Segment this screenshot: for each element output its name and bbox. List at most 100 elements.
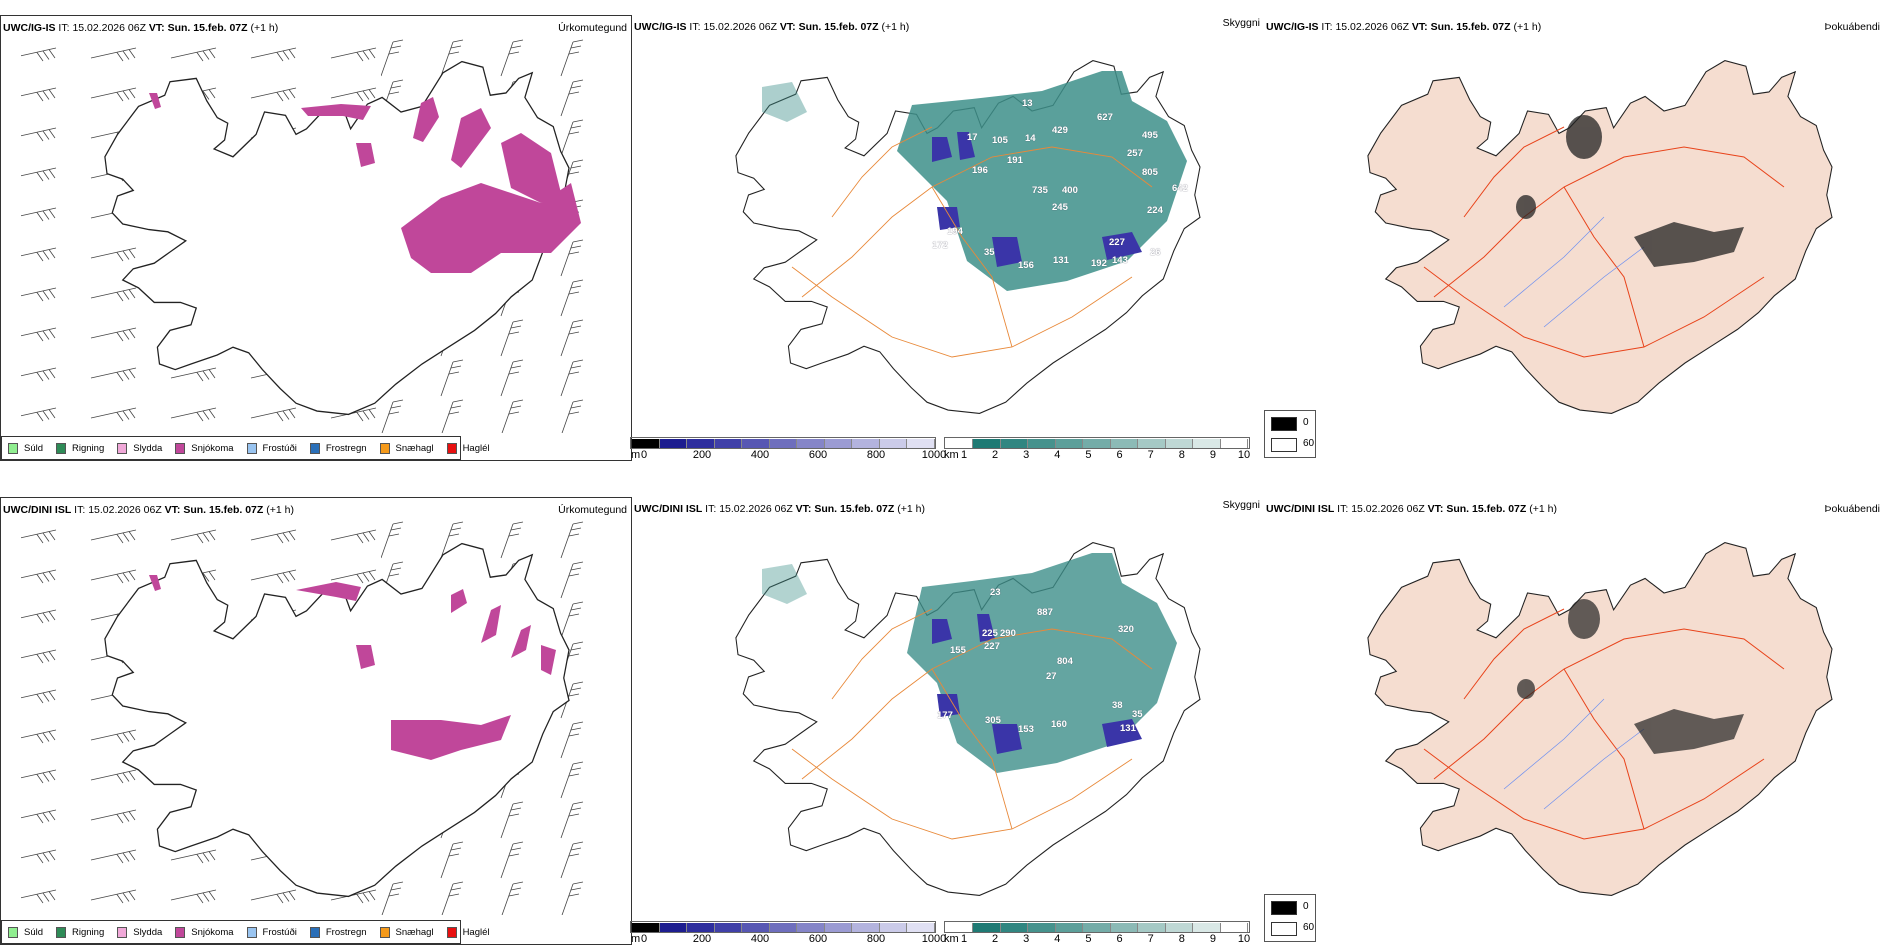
colorbar-cell: [1138, 439, 1166, 448]
m-unit: m: [631, 933, 641, 945]
colorbar-tick: 200: [692, 933, 712, 945]
m-colorbar: [632, 923, 935, 932]
vis-label: 153: [1018, 724, 1034, 735]
colorbar-tick: 3: [1023, 933, 1030, 945]
fog-map: [1367, 542, 1833, 896]
vt-label: VT:: [795, 503, 812, 515]
legend-item-snaehagl: Snæhagl: [379, 442, 434, 454]
it-value: 15.02.2026 06Z: [1351, 503, 1425, 515]
rivers: [1503, 698, 1645, 810]
colorbar-tick: 5: [1085, 449, 1092, 461]
lead-time: (+1 h): [266, 504, 294, 516]
road-network: [1423, 126, 1785, 358]
m-colorbar-frame: [630, 921, 936, 933]
fog-map: [1367, 60, 1833, 414]
colorbar-cell: [907, 923, 935, 932]
legend-label: Súld: [24, 442, 44, 454]
vis-label: 227: [984, 641, 1000, 652]
km-unit: km: [944, 933, 959, 945]
colorbar-tick: 4: [1054, 933, 1061, 945]
colorbar-cell: [973, 439, 1001, 448]
legend-label: Rigning: [72, 926, 105, 938]
vis-label: 290: [1000, 628, 1016, 639]
lead-time: (+1 h): [881, 21, 910, 33]
model-name: UWC/DINI ISL: [3, 504, 72, 516]
vis-label: 887: [1037, 607, 1053, 618]
swatch: [446, 926, 457, 938]
fog-legend-label: 60: [1303, 922, 1315, 933]
vis-label: 14: [1025, 133, 1036, 144]
visibility-panel-bottom: UWC/DINI ISL IT: 15.02.2026 06Z VT: Sun.…: [630, 497, 1264, 945]
fog-dark-areas: [1516, 115, 1744, 267]
vis-label: 305: [985, 715, 1001, 726]
colorbar-tick: 10: [1237, 933, 1251, 945]
fog-legend-label: 0: [1303, 901, 1309, 912]
field-name: Þokuábendi: [1824, 503, 1880, 515]
model-name: UWC/IG-IS: [634, 21, 687, 33]
visibility-low-areas: [932, 132, 1142, 267]
legend-label: Frostúði: [262, 926, 297, 938]
colorbar-tick: 7: [1147, 933, 1154, 945]
vt-value: Sun. 15.feb. 07Z: [798, 21, 879, 33]
vis-label: 155: [950, 645, 966, 656]
legend-item-frostudi: Frostúði: [246, 442, 297, 454]
colorbar-tick: 600: [808, 933, 828, 945]
fog-legend: 0 60: [1264, 410, 1316, 458]
vis-label: 26: [1150, 247, 1161, 258]
vt-value: Sun. 15.feb. 07Z: [1446, 503, 1527, 515]
vis-label: 13: [1022, 98, 1033, 109]
panel-header: UWC/IG-IS IT: 15.02.2026 06Z VT: Sun. 15…: [3, 22, 278, 34]
vt-label: VT:: [164, 504, 181, 516]
vis-label: 156: [1018, 260, 1034, 271]
colorbar-cell: [1193, 439, 1221, 448]
m-colorbar-frame: [630, 437, 936, 449]
colorbar-tick: 10: [1237, 449, 1251, 461]
it-value: 15.02.2026 06Z: [72, 22, 146, 34]
swatch: [246, 926, 257, 938]
fog-swatch-60: [1271, 922, 1297, 936]
colorbar-cell: [852, 439, 880, 448]
legend-label: Snjókoma: [191, 442, 234, 454]
vis-label: 194: [947, 226, 963, 237]
vt-value: Sun. 15.feb. 07Z: [167, 22, 248, 34]
visibility-teal-areas: [762, 553, 1177, 773]
swatch: [175, 926, 186, 938]
legend-label: Snjókoma: [191, 926, 234, 938]
colorbar-cell: [1083, 923, 1111, 932]
colorbar-cell: [973, 923, 1001, 932]
vis-label: 320: [1118, 624, 1134, 635]
m-unit: m: [631, 449, 641, 461]
it-value: 15.02.2026 06Z: [703, 21, 777, 33]
visibility-low-areas: [932, 614, 1142, 754]
colorbar-tick: 400: [750, 933, 770, 945]
vis-label: 105: [992, 135, 1008, 146]
rivers: [1503, 216, 1645, 328]
vis-label: 38: [1112, 700, 1123, 711]
colorbar-tick: 6: [1116, 933, 1123, 945]
colorbar-tick: 8: [1178, 933, 1185, 945]
colorbar-cell: [1083, 439, 1111, 448]
legend-label: Frostregn: [325, 442, 367, 454]
fog-swatch-0: [1271, 901, 1297, 915]
snow-areas: [149, 575, 556, 760]
km-colorbar: [946, 439, 1248, 448]
colorbar-cell: [714, 439, 743, 448]
colorbar-cell: [769, 439, 798, 448]
colorbar-tick: 1: [960, 449, 968, 461]
vis-label: 160: [1051, 719, 1067, 730]
swatch: [309, 926, 320, 938]
colorbar-tick: 200: [692, 449, 712, 461]
vis-label: 495: [1142, 130, 1158, 141]
legend-label: Frostregn: [325, 926, 367, 938]
colorbar-cell: [632, 923, 660, 932]
visibility-panel-top: UWC/IG-IS IT: 15.02.2026 06Z VT: Sun. 15…: [630, 15, 1264, 461]
swatch: [379, 442, 390, 454]
iceland-outline: [1367, 542, 1833, 896]
legend-item-frostudi: Frostúði: [246, 926, 297, 938]
colorbar-tick: 6: [1116, 449, 1123, 461]
vis-label: 429: [1052, 125, 1068, 136]
colorbar-tick: 2: [992, 449, 999, 461]
field-name: Skyggni: [1222, 499, 1260, 511]
colorbar-tick: 600: [808, 449, 828, 461]
colorbar-tick: 1000: [921, 449, 947, 461]
